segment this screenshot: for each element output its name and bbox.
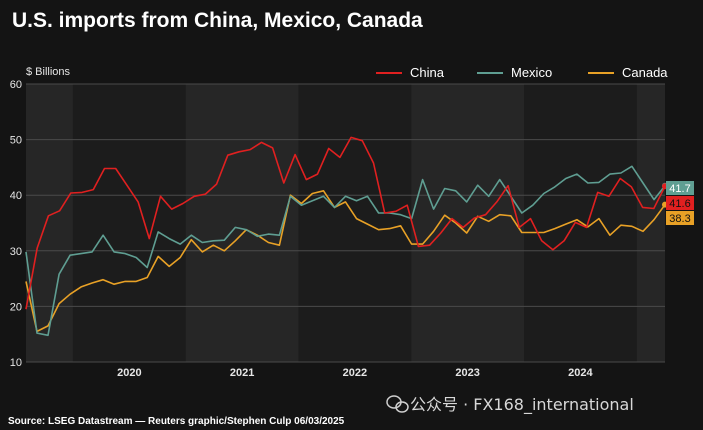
legend-label-china: China xyxy=(410,65,445,80)
year-band-2024 xyxy=(524,84,637,362)
series-lines xyxy=(25,136,668,337)
year-band-2019 xyxy=(26,84,73,362)
x-tick-label: 2024 xyxy=(568,367,593,379)
y-tick-label: 30 xyxy=(10,246,22,258)
wechat-logo-icon xyxy=(386,395,409,413)
y-tick-labels: 10 20 30 40 50 60 xyxy=(10,79,22,369)
year-band-2021 xyxy=(185,84,299,362)
y-tick-label: 60 xyxy=(10,79,22,91)
end-value-labels: 41.6 41.7 38.3 xyxy=(666,181,694,225)
end-label-china: 41.6 xyxy=(669,198,690,210)
end-label-mexico: 41.7 xyxy=(669,183,690,195)
watermark: 公众号 · FX168_international xyxy=(386,395,634,415)
y-tick-label: 50 xyxy=(10,135,22,147)
y-tick-label: 40 xyxy=(10,190,22,202)
y-axis-label: $ Billions xyxy=(26,66,71,78)
year-bands xyxy=(26,84,665,362)
chart-title: U.S. imports from China, Mexico, Canada xyxy=(12,9,423,32)
year-band-2020 xyxy=(72,84,186,362)
end-label-box-canada xyxy=(666,211,694,225)
legend: China Mexico Canada xyxy=(376,65,668,80)
y-tick-label: 20 xyxy=(10,301,22,313)
year-band-2022 xyxy=(298,84,412,362)
series-line-canada xyxy=(25,190,666,333)
end-label-box-mexico xyxy=(666,181,694,195)
x-tick-label: 2023 xyxy=(455,367,479,379)
legend-label-canada: Canada xyxy=(622,65,668,80)
watermark-text: 公众号 · FX168_international xyxy=(410,395,634,415)
y-gridlines xyxy=(26,83,665,363)
x-tick-labels: 2020 2021 2022 2023 2024 xyxy=(117,367,593,379)
end-label-canada: 38.3 xyxy=(669,213,690,225)
legend-label-mexico: Mexico xyxy=(511,65,552,80)
source-note: Source: LSEG Datastream — Reuters graphi… xyxy=(8,416,345,427)
x-tick-label: 2022 xyxy=(343,367,367,379)
x-tick-label: 2020 xyxy=(117,367,141,379)
y-tick-label: 10 xyxy=(10,357,22,369)
series-line-mexico xyxy=(25,165,666,337)
series-line-china xyxy=(25,136,666,310)
x-tick-label: 2021 xyxy=(230,367,254,379)
end-label-box-china xyxy=(666,196,694,210)
